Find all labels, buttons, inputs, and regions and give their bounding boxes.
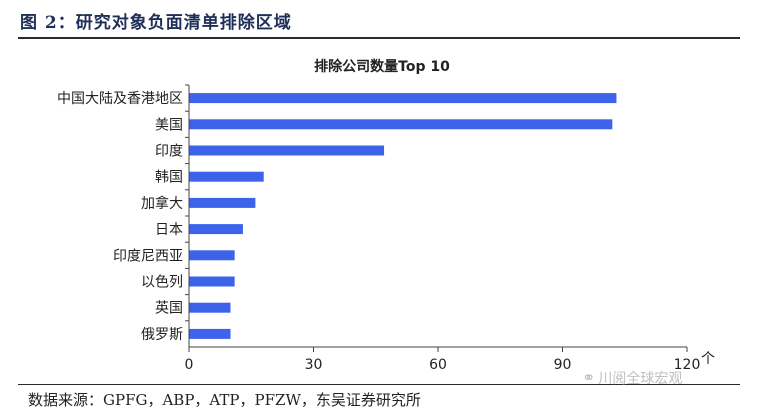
x-tick-label: 30 xyxy=(305,357,323,373)
bar-0 xyxy=(189,93,617,104)
bar-1 xyxy=(189,119,613,130)
category-label: 印度尼西亚 xyxy=(113,248,183,264)
bar-7 xyxy=(189,276,235,287)
source-note: 数据来源：GPFG，ABP，ATP，PFZW，东吴证券研究所 xyxy=(28,391,421,409)
category-label: 加拿大 xyxy=(141,195,183,212)
category-label: 日本 xyxy=(155,222,183,238)
category-label: 中国大陆及香港地区 xyxy=(57,91,183,107)
x-tick-label: 90 xyxy=(554,357,572,373)
bar-2 xyxy=(189,145,385,156)
bottom-rule xyxy=(18,384,740,385)
category-label: 印度 xyxy=(155,144,183,160)
bar-3 xyxy=(189,171,264,182)
category-label: 以色列 xyxy=(141,274,183,291)
x-tick-label: 120 xyxy=(674,357,701,373)
bar-8 xyxy=(189,302,231,313)
chart-title: 排除公司数量Top 10 xyxy=(314,58,450,75)
bar-5 xyxy=(189,224,243,235)
bar-6 xyxy=(189,250,235,261)
x-tick-label: 60 xyxy=(429,357,447,373)
watermark-text: 川阅全球宏观 xyxy=(598,371,683,387)
bar-4 xyxy=(189,197,256,208)
category-label: 韩国 xyxy=(155,170,183,186)
watermark: ⚭ 川阅全球宏观 xyxy=(582,368,682,388)
x-tick-label: 0 xyxy=(185,357,194,373)
bar-9 xyxy=(189,328,231,339)
category-label: 英国 xyxy=(155,300,183,317)
x-unit-label: 个 xyxy=(701,351,715,367)
category-label: 俄罗斯 xyxy=(141,327,183,343)
figure-title: 图 2：研究对象负面清单排除区域 xyxy=(20,13,292,33)
top-rule xyxy=(18,37,740,39)
category-label: 美国 xyxy=(155,117,183,133)
wechat-icon: ⚭ xyxy=(582,368,596,387)
